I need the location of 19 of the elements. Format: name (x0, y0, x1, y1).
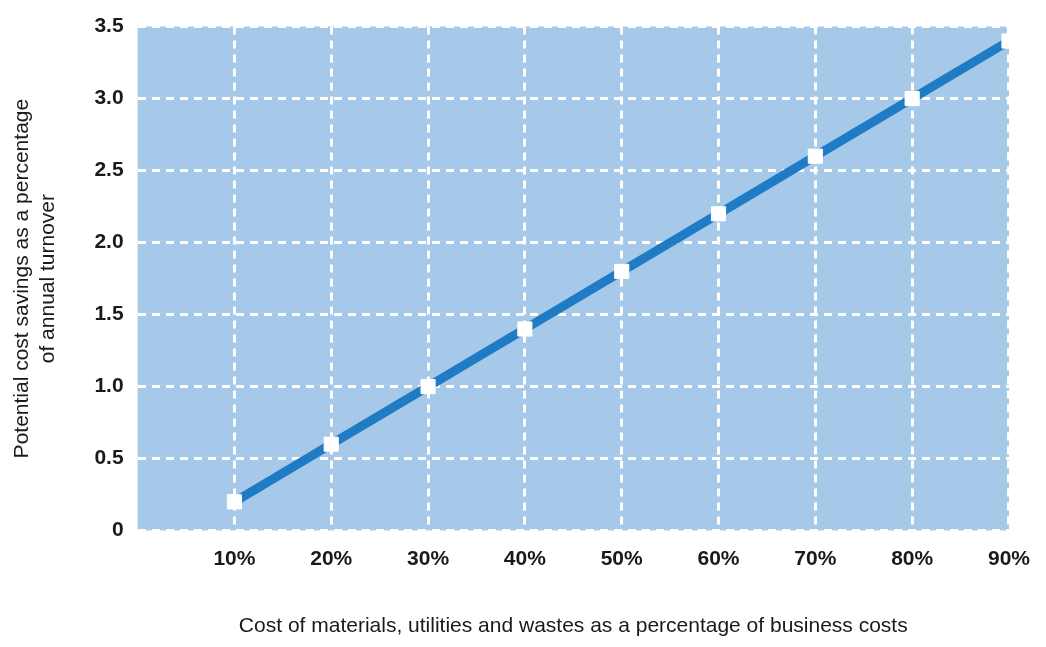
x-tick-label: 60% (697, 546, 740, 569)
y-tick-label: 0 (111, 517, 124, 541)
y-tick-label: 3.0 (94, 85, 124, 109)
x-tick-label: 20% (310, 546, 353, 569)
x-tick-label: 30% (407, 546, 450, 569)
x-tick-label: 10% (213, 546, 256, 569)
x-tick-label: 90% (987, 546, 1031, 569)
x-tick-label: 80% (891, 546, 934, 569)
x-tick-label: 50% (600, 546, 644, 569)
x-tick-label: 70% (794, 546, 837, 569)
y-tick-label: 2.5 (94, 157, 124, 181)
y-tick-label: 0.5 (94, 445, 124, 469)
x-tick-label: 40% (503, 546, 547, 569)
y-tick-label: 1.0 (94, 373, 124, 397)
y-tick-label: 1.5 (94, 301, 124, 325)
x-axis-title: Cost of materials, utilities and wastes as a percentage of business costs (238, 613, 908, 637)
y-tick-label: 3.5 (94, 13, 124, 37)
y-axis-title: Potential cost savings as a percentage of annual turnover (9, 98, 58, 459)
y-tick-label: 2.0 (94, 229, 124, 253)
